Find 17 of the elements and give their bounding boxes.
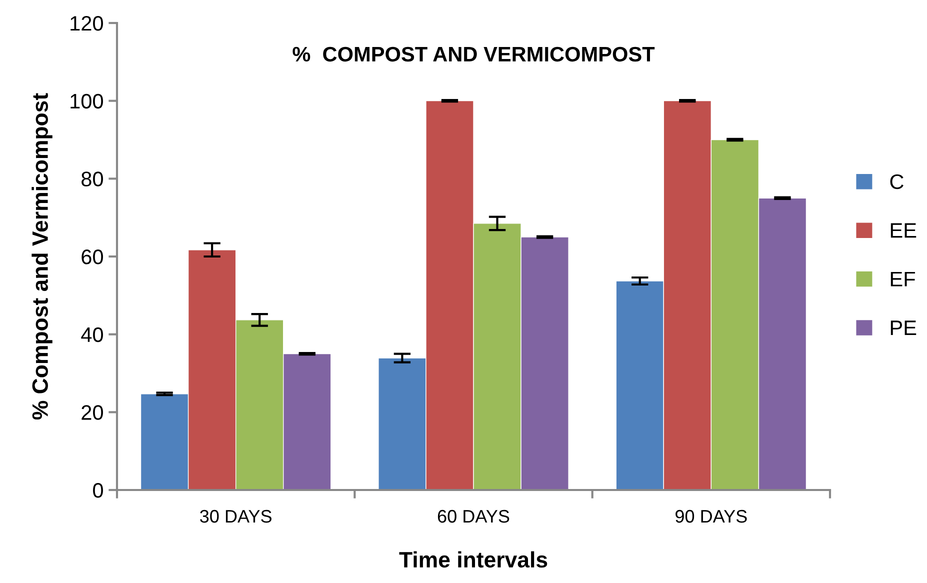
y-axis-title: % Compost and Vermicompost [32,93,52,420]
y-tick-label: 0 [93,483,103,498]
y-tick-label: 40 [81,327,103,342]
x-axis-title: Time intervals [399,551,548,568]
y-tick-label: 20 [82,405,103,420]
x-tick-label: 30 DAYS [200,510,272,523]
y-tick-label: 80 [82,172,103,186]
text: % COMPOST AND VERMICOMPOST [292,46,655,62]
legend-label: EE [890,223,916,238]
x-tick-label: 60 DAYS [438,510,510,523]
y-tick-label: 100 [70,94,103,109]
y-tick-label: 120 [70,16,103,31]
legend-label: PE [890,320,916,335]
x-tick-label: 90 DAYS [676,510,747,523]
y-tick-label: 60 [82,250,103,264]
legend-label: C [890,174,904,190]
legend-label: EF [890,272,915,286]
